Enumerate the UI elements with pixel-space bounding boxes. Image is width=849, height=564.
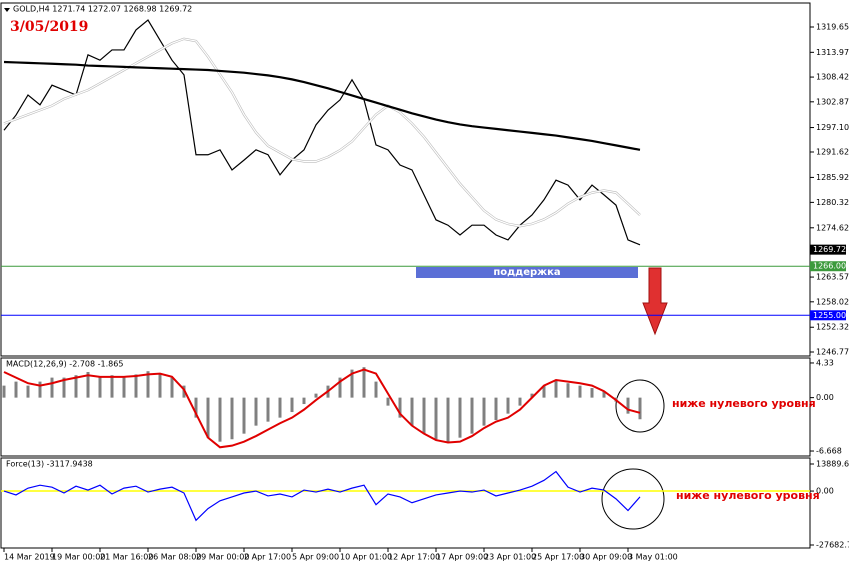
x-tick-label: 14 Mar 2019 — [4, 553, 55, 562]
x-tick-label: 17 Apr 09:00 — [436, 553, 488, 562]
panel-frame — [0, 2, 811, 357]
y-tick-label: 1274.62 — [816, 223, 849, 232]
title-marker — [4, 8, 10, 12]
y-tick-label: 1258.02 — [816, 297, 849, 306]
panel-title: GOLD,H4 1271.74 1272.07 1268.98 1269.72 — [13, 5, 192, 14]
support-box — [416, 267, 638, 278]
x-tick-label: 29 Mar 00:00 — [196, 553, 249, 562]
level-label: 1255.00 — [813, 311, 846, 320]
level-label: 1266.00 — [813, 262, 846, 271]
annotation: ниже нулевого уровня — [676, 489, 820, 502]
x-tick-label: 10 Apr 01:00 — [340, 553, 392, 562]
y-tick-label: 1246.77 — [816, 347, 849, 356]
line — [3, 470, 641, 522]
line — [3, 60, 641, 151]
y-tick-label: 1308.42 — [816, 73, 849, 82]
support-label: поддержка — [493, 267, 560, 278]
y-tick-label: 1252.32 — [816, 323, 849, 332]
y-tick-label: 0.00 — [816, 487, 834, 496]
y-tick-label: -6.668 — [816, 447, 842, 456]
y-tick-label: 1263.57 — [816, 273, 849, 282]
x-tick-label: 3 May 01:00 — [628, 553, 678, 562]
line — [3, 19, 641, 246]
x-tick-label: 25 Apr 17:00 — [532, 553, 584, 562]
y-tick-label: 4.33 — [816, 358, 834, 367]
x-tick-label: 12 Apr 17:00 — [388, 553, 440, 562]
level-label-box — [810, 310, 846, 321]
y-tick-label: 1280.32 — [816, 198, 849, 207]
y-tick-label: 1297.10 — [816, 123, 849, 132]
x-tick-label: 5 Apr 09:00 — [292, 553, 339, 562]
x-tick-label: 23 Apr 01:00 — [484, 553, 536, 562]
line — [3, 38, 641, 227]
x-tick-label: 2 Apr 17:00 — [244, 553, 291, 562]
circle — [601, 468, 665, 530]
y-tick-label: 13889.661 — [816, 459, 849, 468]
panel-frame — [0, 357, 811, 457]
y-tick-label: 1313.97 — [816, 48, 849, 57]
last-price-label: 1269.72 — [813, 245, 846, 254]
panel-title: Force(13) -3117.9438 — [6, 460, 93, 469]
down-arrow — [642, 267, 668, 336]
line — [3, 368, 641, 449]
x-tick-label: 26 Mar 08:00 — [148, 553, 201, 562]
x-tick-label: 19 Mar 00:00 — [52, 553, 105, 562]
y-tick-label: 0.00 — [816, 393, 834, 402]
y-tick-label: 1319.65 — [816, 22, 849, 31]
panel-title: MACD(12,26,9) -2.708 -1.865 — [6, 360, 123, 369]
last-price-box — [810, 244, 846, 255]
y-tick-label: -27682.71 — [816, 541, 849, 550]
y-tick-label: 1285.92 — [816, 173, 849, 182]
level-label-box — [810, 261, 846, 272]
annotation: ниже нулевого уровня — [672, 397, 816, 410]
circle — [615, 379, 665, 433]
y-tick-label: 1302.87 — [816, 97, 849, 106]
x-tick-label: 21 Mar 16:00 — [100, 553, 153, 562]
x-tick-label: 30 Apr 09:00 — [580, 553, 632, 562]
date-label: 3/05/2019 — [10, 19, 88, 35]
y-tick-label: 1291.62 — [816, 147, 849, 156]
panel-frame — [0, 457, 811, 549]
